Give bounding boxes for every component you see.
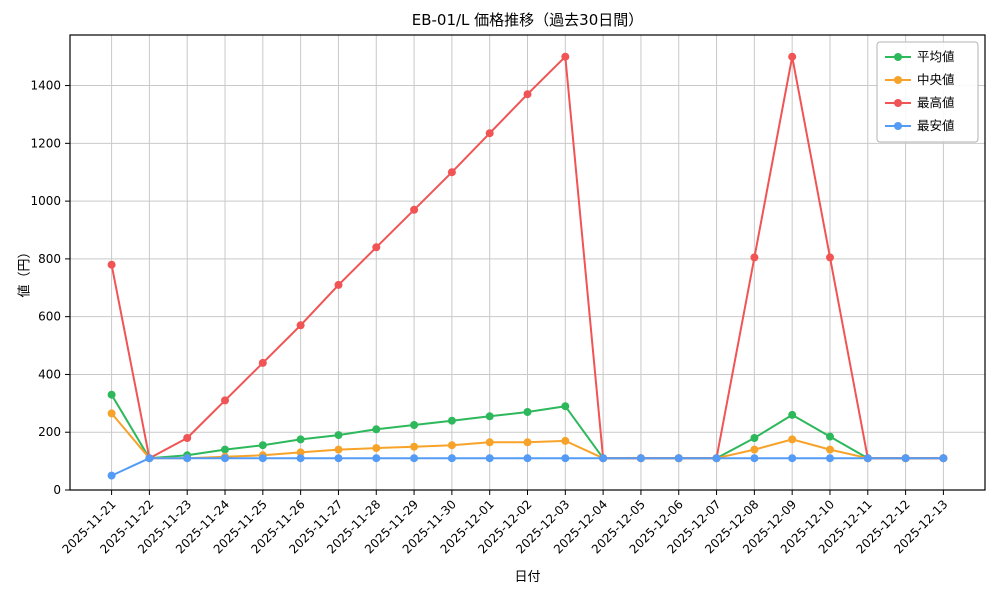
series-point-median [788,435,797,444]
y-tick-labels: 0 200 400 600 800 1000 1200 1400 [30,79,61,497]
series-point-min [712,454,721,463]
series-point-average [750,434,759,442]
series-point-min [447,454,456,463]
y-tick-label: 1200 [30,136,61,150]
series-point-max [221,396,229,405]
series-point-average [447,416,456,425]
legend-label-max: 最高値 [917,95,955,110]
series-point-median [410,442,419,451]
series-point-max [372,243,381,252]
y-tick-label: 400 [38,367,61,381]
series-point-median [296,448,305,457]
series-point-min [599,454,608,463]
series-point-min [296,454,305,463]
legend-marker-median [894,76,902,84]
series-point-median [447,441,456,450]
series-point-max [826,253,834,262]
series-point-min [145,454,154,463]
y-tick-label: 1400 [30,79,61,93]
series-point-min [221,454,229,463]
series-point-max [447,168,456,177]
series-point-median [561,436,570,445]
y-tick-label: 1000 [30,194,61,208]
legend-entry-average: 平均値 [885,49,955,64]
legend-entry-median: 中央値 [885,72,955,87]
y-tick-label: 0 [53,483,61,497]
legend-entry-max: 最高値 [885,95,955,110]
chart-title: EB-01/L 価格推移（過去30日間） [411,11,644,29]
series-point-median [485,438,494,447]
series-point-average [410,421,419,429]
series-point-min [826,454,834,463]
x-axis-label: 日付 [514,570,541,585]
x-tick-labels: 2025-11-212025-11-222025-11-232025-11-24… [59,497,950,556]
series-point-min [863,454,872,463]
series-point-min [750,454,759,463]
legend-entry-min: 最安値 [885,118,955,133]
series-point-average [221,445,229,454]
y-tick-label: 800 [38,252,61,266]
series-point-min [410,454,419,463]
series-point-max [523,90,532,99]
series-point-median [750,445,759,454]
legend-marker-min [894,122,902,130]
series-point-average [788,410,797,419]
series-point-average [372,425,381,434]
series-point-min [258,454,267,463]
series-point-min [107,471,116,480]
series-point-average [523,408,532,416]
series-point-median [523,438,532,447]
series-min [107,454,948,480]
legend-marker-max [894,99,902,107]
series-point-median [334,445,343,454]
grid-lines [70,35,985,491]
series-point-min [788,454,797,463]
series-point-max [788,52,797,61]
series-point-min [939,454,948,463]
series-point-max [334,280,343,289]
series-point-median [372,444,381,453]
series-point-max [410,205,419,214]
series-point-max [107,260,116,269]
tick-marks [65,85,944,495]
series-point-average [561,402,570,411]
series-point-min [901,454,910,463]
series-point-max [296,321,305,330]
y-tick-label: 200 [38,425,61,439]
series-point-max [183,434,192,442]
series-point-min [372,454,381,463]
series-point-average [296,435,305,444]
series-point-min [674,454,683,463]
series-point-average [485,412,494,421]
series-point-median [826,445,834,454]
series-point-max [750,253,759,262]
legend-marker-average [894,53,902,61]
series-point-average [258,441,267,450]
series-point-min [523,454,532,463]
legend-label-average: 平均値 [917,49,955,64]
series-point-max [561,52,570,61]
series-point-average [107,390,116,399]
series-point-min [561,454,570,463]
series-point-min [485,454,494,463]
series-point-average [826,432,834,441]
series-point-max [258,358,267,367]
series-point-median [107,409,116,418]
series-point-average [334,431,343,440]
y-tick-label: 600 [38,310,61,324]
series-point-max [485,129,494,138]
series-point-min [636,454,645,463]
series-point-min [334,454,343,463]
legend-label-median: 中央値 [917,72,955,87]
legend-label-min: 最安値 [917,118,955,133]
series-point-min [183,454,192,463]
legend-box [876,41,979,143]
